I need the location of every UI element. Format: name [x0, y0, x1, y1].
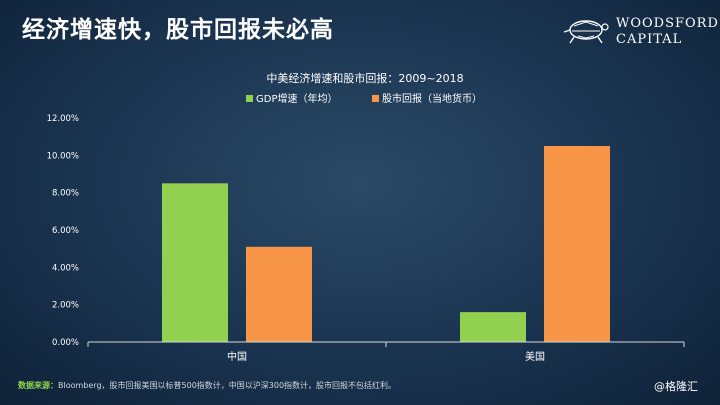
y-tick-label-3: 6.00% [52, 226, 79, 236]
logo-text-capital: CAPITAL [616, 32, 683, 47]
source-footnote: 数据来源：Bloomberg，股市回报美国以标普500指数计，中国以沪深300指… [18, 380, 396, 391]
bar-0-0 [162, 183, 228, 342]
legend-label-0: GDP增速（年均） [256, 92, 337, 105]
bar-1-0 [460, 312, 526, 342]
source-text: Bloomberg，股市回报美国以标普500指数计，中国以沪深300指数计，股市… [58, 381, 397, 390]
legend-swatch-0 [246, 95, 253, 102]
chart-legend: GDP增速（年均） 股市回报（当地货币） [246, 92, 482, 105]
x-axis: 中国 美国 [87, 341, 685, 363]
bar-0-1 [246, 246, 312, 342]
x-category-label-0: 中国 [227, 350, 247, 363]
y-tick-label-6: 12.00% [47, 114, 79, 124]
watermark: @格隆汇 [654, 380, 698, 393]
turtle-logo-icon [563, 20, 609, 44]
y-axis: 0.00% 2.00% 4.00% 6.00% 8.00% 10.00% 12.00% [47, 114, 79, 348]
y-tick-label-2: 4.00% [52, 263, 79, 273]
bars-group [162, 146, 610, 342]
y-tick-label-5: 10.00% [47, 151, 79, 161]
y-tick-label-0: 0.00% [52, 338, 79, 348]
x-category-label-1: 美国 [525, 350, 545, 363]
y-tick-label-4: 8.00% [52, 189, 79, 199]
legend-label-1: 股市回报（当地货币） [382, 92, 482, 105]
slide-title: 经济增速快，股市回报未必高 [22, 17, 334, 43]
y-tick-label-1: 2.00% [52, 301, 79, 311]
woodsford-logo: WOODSFORD CAPITAL [560, 14, 718, 50]
legend-swatch-1 [372, 95, 379, 102]
source-lead: 数据来源： [18, 381, 58, 390]
chart-title: 中美经济增速和股市回报：2009~2018 [266, 71, 463, 85]
logo-text-woodsford: WOODSFORD [616, 16, 719, 31]
bar-1-1 [544, 146, 610, 342]
